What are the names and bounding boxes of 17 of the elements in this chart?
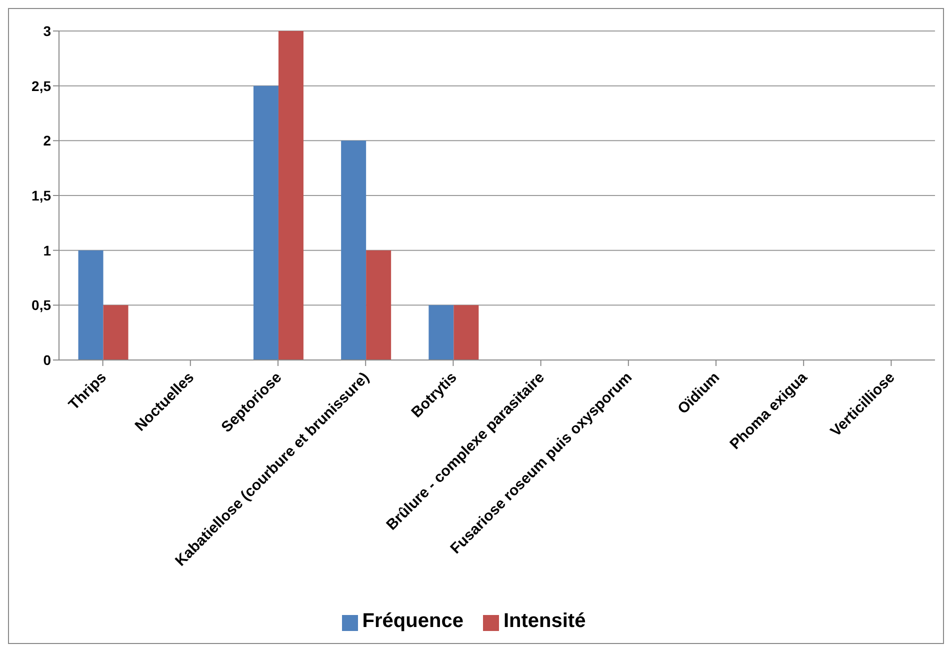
bar <box>454 305 479 360</box>
y-tick-label: 3 <box>43 22 52 39</box>
bar <box>428 305 454 360</box>
legend-label: Intensité <box>503 610 586 632</box>
y-tick-label: 1,5 <box>32 187 52 204</box>
y-tick-label: 2,5 <box>32 78 52 94</box>
y-tick-label: 0,5 <box>32 297 52 314</box>
y-tick-label: 2 <box>43 132 52 149</box>
bar <box>366 250 392 360</box>
bar <box>253 86 278 360</box>
y-tick-label: 1 <box>43 242 52 258</box>
bar <box>278 31 304 360</box>
legend-label: Fréquence <box>362 610 464 632</box>
bar <box>78 250 104 360</box>
y-tick-label: 0 <box>43 352 52 368</box>
bar <box>103 305 128 360</box>
bar <box>341 140 366 360</box>
